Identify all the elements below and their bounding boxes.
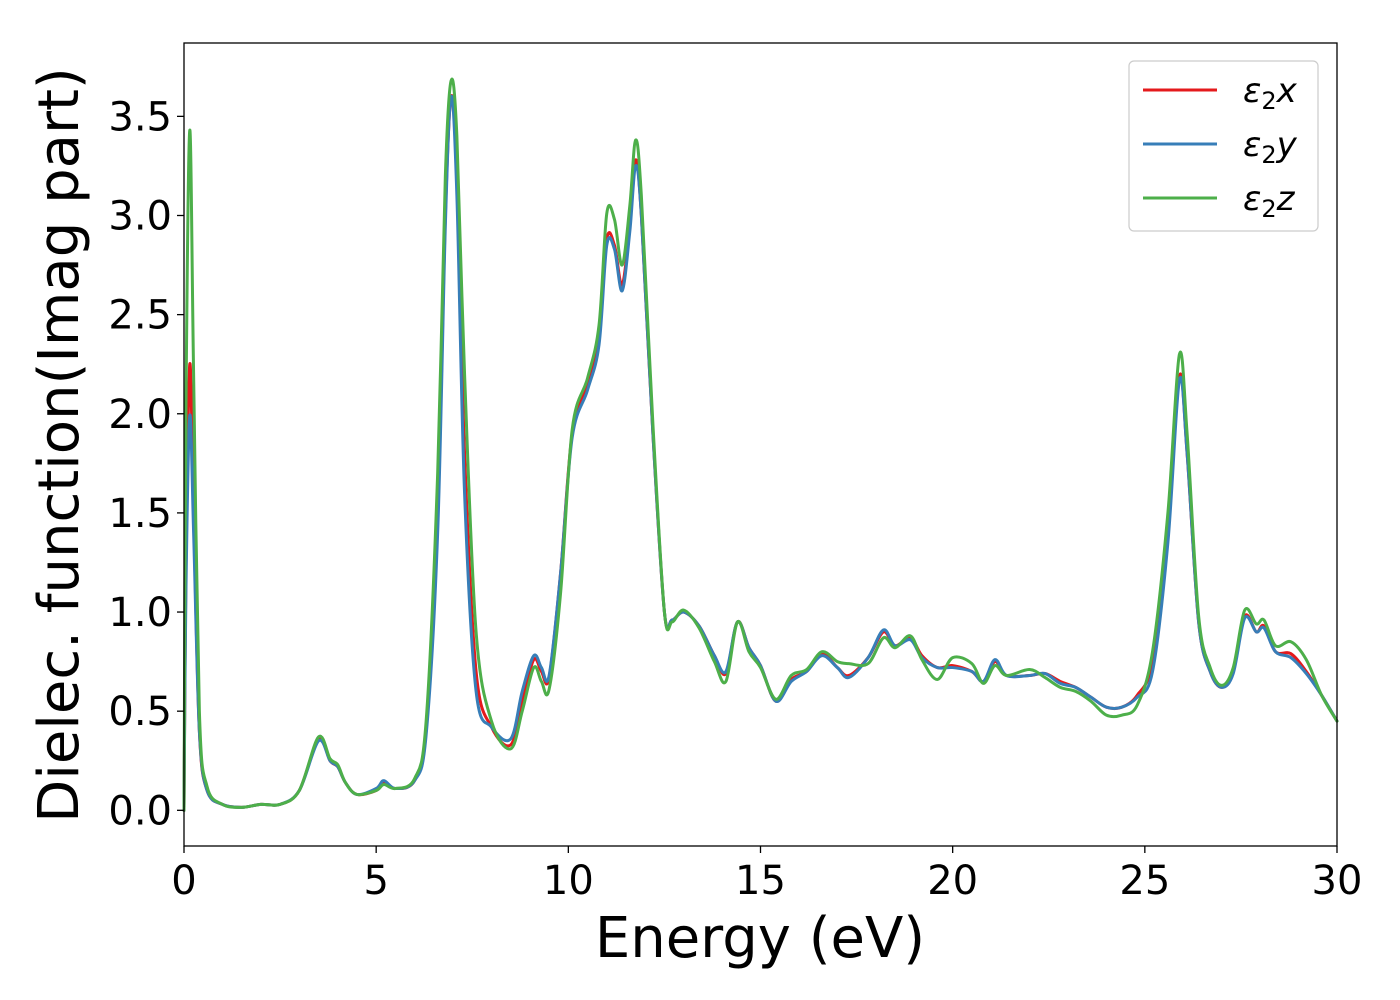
legend-label-y: ε2y	[1243, 125, 1298, 169]
x-tick-label: 25	[1119, 858, 1170, 904]
x-tick-label: 15	[735, 858, 786, 904]
x-tick-label: 10	[543, 858, 594, 904]
x-tick-label: 30	[1312, 858, 1363, 904]
series-line-z	[182, 77, 1339, 812]
x-tick-label: 0	[171, 858, 196, 904]
legend-label-x: ε2x	[1243, 71, 1298, 115]
y-axis-title: Dielec. function(Imag part)	[27, 67, 92, 823]
y-tick-label: 2.0	[108, 392, 172, 438]
legend: ε2x ε2y ε2z	[1128, 60, 1319, 232]
y-tick-label: 1.5	[108, 491, 172, 537]
y-tick-label: 0.0	[108, 788, 172, 834]
y-tick-label: 3.5	[108, 94, 172, 140]
y-tick-label: 0.5	[108, 689, 172, 735]
x-axis-title: Energy (eV)	[595, 906, 925, 971]
legend-label-z: ε2z	[1243, 179, 1296, 223]
y-tick-label: 1.0	[108, 590, 172, 636]
x-tick-label: 5	[363, 858, 388, 904]
y-tick-label: 2.5	[108, 293, 172, 339]
y-tick-label: 3.0	[108, 193, 172, 239]
legend-box	[1128, 60, 1319, 232]
series-layer	[182, 77, 1339, 812]
ticks-layer: 0 5 10 15 20 25 30 0.0 0.5 1.0 1.5 2.0 2.5 3.0 3.5	[108, 94, 1362, 904]
x-tick-label: 20	[927, 858, 978, 904]
